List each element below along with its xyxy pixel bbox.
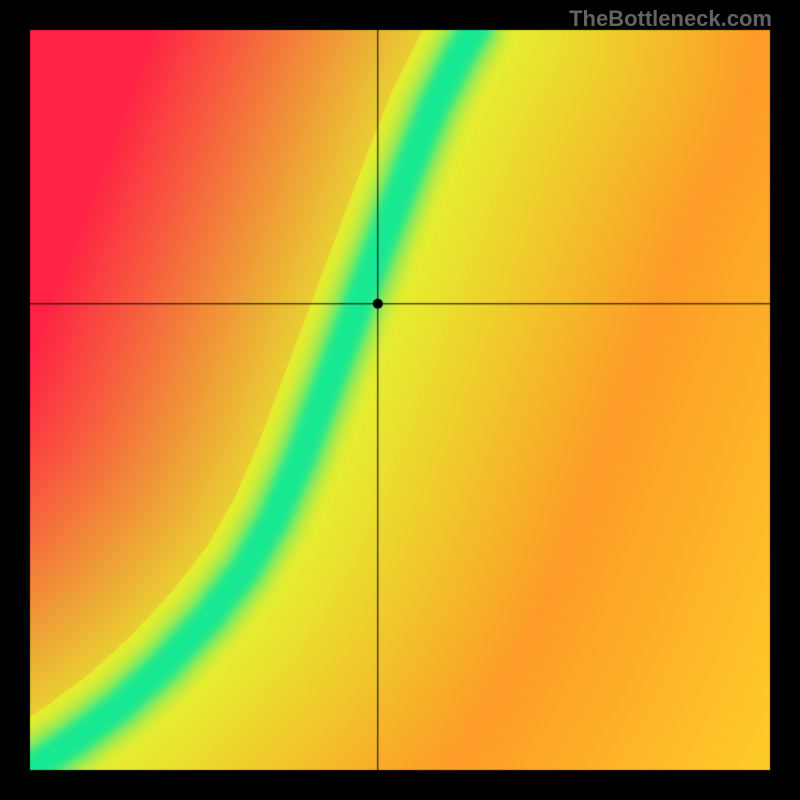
watermark-text: TheBottleneck.com (569, 6, 772, 32)
bottleneck-heatmap (0, 0, 800, 800)
chart-container: TheBottleneck.com (0, 0, 800, 800)
